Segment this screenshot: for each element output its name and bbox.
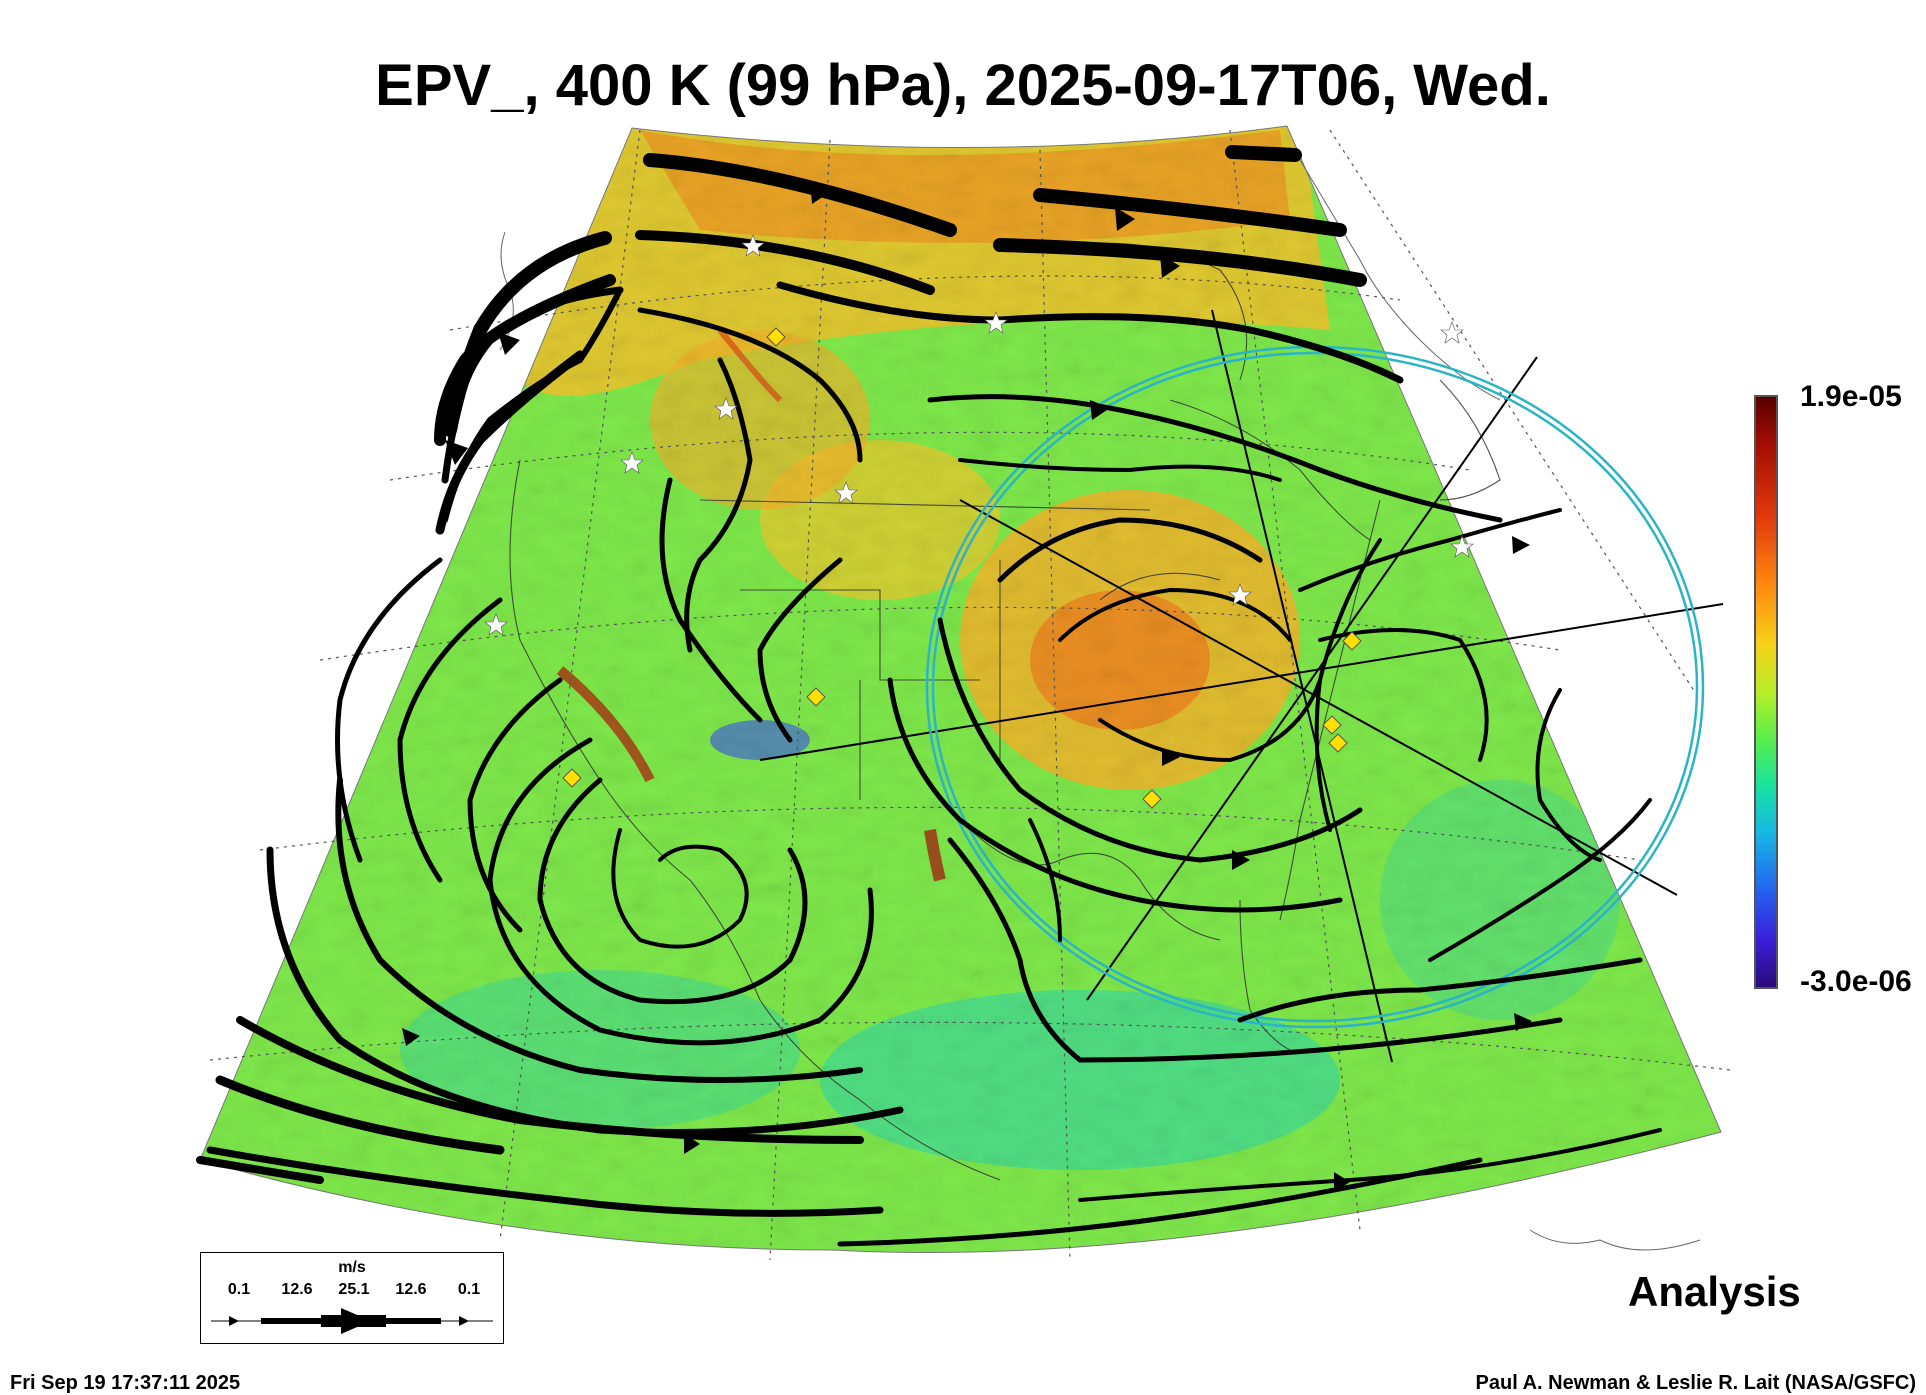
flow-arrowheads: [402, 180, 1532, 1192]
legend-tick-2: 12.6: [281, 1281, 313, 1298]
legend-tick-3: 25.1: [338, 1281, 370, 1298]
legend-unit: m/s: [338, 1259, 366, 1276]
wind-speed-legend: m/s 0.1 12.6 25.1 12.6 0.1: [200, 1252, 504, 1344]
credit: Paul A. Newman & Leslie R. Lait (NASA/GS…: [1475, 1372, 1916, 1394]
station-diamonds: [562, 327, 1362, 809]
colorbar-min-label: -3.0e-06: [1800, 965, 1912, 998]
timestamp: Fri Sep 19 17:37:11 2025: [10, 1372, 241, 1394]
analysis-label: Analysis: [1628, 1268, 1801, 1315]
legend-arrow-scale: [211, 1308, 493, 1334]
colorbar: [1754, 395, 1778, 989]
map-title: EPV_, 400 K (99 hPa), 2025-09-17T06, Wed…: [375, 53, 1551, 118]
colorbar-max-label: 1.9e-05: [1800, 380, 1902, 413]
coastlines: [509, 242, 1501, 1181]
graticule: [209, 129, 1731, 1261]
streamlines: [196, 145, 1662, 1247]
legend-tick-5: 0.1: [457, 1281, 481, 1298]
legend-tick-1: 0.1: [227, 1281, 251, 1298]
station-stars: [484, 234, 1474, 636]
legend-tick-4: 12.6: [395, 1281, 427, 1298]
